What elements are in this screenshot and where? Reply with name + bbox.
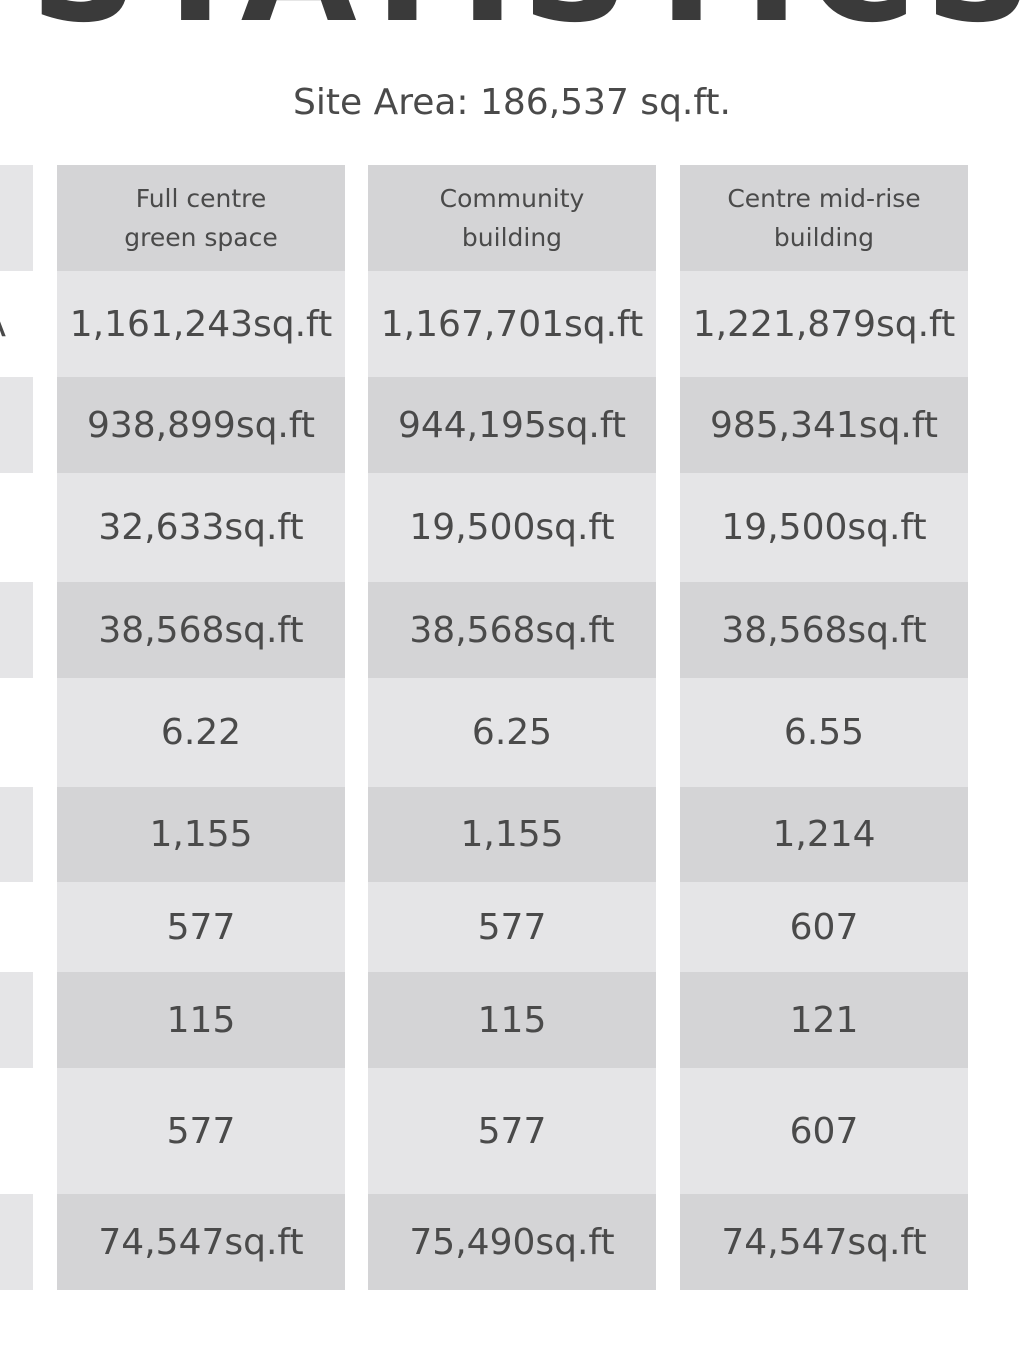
table-cell: 938,899sq.ft (57, 377, 345, 473)
table-cell: 1,161,243sq.ft (57, 271, 345, 377)
table-cell: 944,195sq.ft (368, 377, 656, 473)
table-cell: 6.25 (368, 678, 656, 787)
table-cell: 1,155 (368, 787, 656, 882)
table-cell: 577 (57, 1068, 345, 1194)
table-cell: 577 (368, 1068, 656, 1194)
row-label: A (0, 271, 33, 377)
row-label (0, 473, 33, 582)
table-cell: 19,500sq.ft (680, 473, 968, 582)
table-cell: 985,341sq.ft (680, 377, 968, 473)
table-cell: 38,568sq.ft (680, 582, 968, 678)
table-cell: 74,547sq.ft (57, 1194, 345, 1290)
table-cell: 74,547sq.ft (680, 1194, 968, 1290)
column-header: Full centre green space (57, 165, 345, 271)
table-cell: 75,490sq.ft (368, 1194, 656, 1290)
stub-cell (0, 165, 33, 271)
column-header: Community building (368, 165, 656, 271)
table-cell: 32,633sq.ft (57, 473, 345, 582)
row-label (0, 1194, 33, 1290)
table-cell: 607 (680, 882, 968, 972)
table-cell: 121 (680, 972, 968, 1068)
table-cell: 577 (368, 882, 656, 972)
table-cell: 1,167,701sq.ft (368, 271, 656, 377)
table-cell: 115 (368, 972, 656, 1068)
table-cell: 1,214 (680, 787, 968, 882)
table-cell: 6.22 (57, 678, 345, 787)
table-cell: 38,568sq.ft (57, 582, 345, 678)
table-cell: 1,155 (57, 787, 345, 882)
row-label (0, 678, 33, 787)
table-cell: 115 (57, 972, 345, 1068)
table-cell: 38,568sq.ft (368, 582, 656, 678)
row-label (0, 582, 33, 678)
row-label (0, 1068, 33, 1194)
table-cell: 19,500sq.ft (368, 473, 656, 582)
row-label (0, 972, 33, 1068)
table-cell: 6.55 (680, 678, 968, 787)
row-label (0, 787, 33, 882)
table-cell: 1,221,879sq.ft (680, 271, 968, 377)
heading: STATISTICS (30, 0, 1024, 56)
row-label (0, 377, 33, 473)
table-cell: 577 (57, 882, 345, 972)
site-area: Site Area: 186,537 sq.ft. (293, 82, 731, 123)
row-label (0, 882, 33, 972)
table-cell: 607 (680, 1068, 968, 1194)
column-header: Centre mid-rise building (680, 165, 968, 271)
